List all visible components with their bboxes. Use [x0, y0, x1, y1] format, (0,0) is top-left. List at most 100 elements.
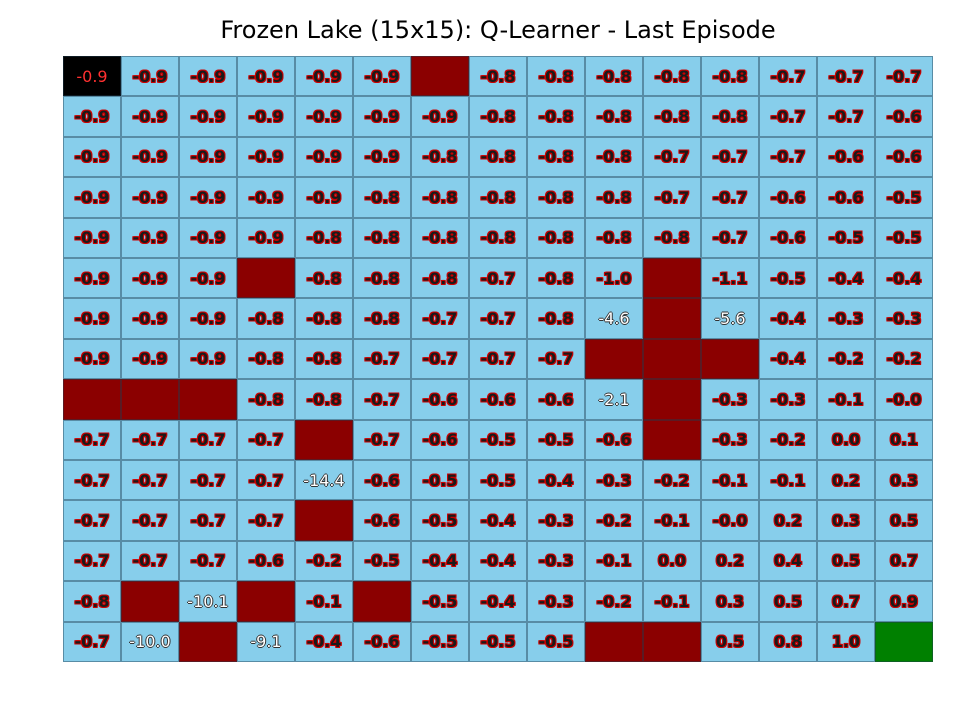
frozen-cell: -0.8 [411, 136, 469, 178]
hole-cell [643, 419, 701, 460]
frozen-cell: -0.8 [295, 298, 353, 339]
frozen-cell: -0.8 [295, 258, 353, 299]
cell-value: -0.9 [132, 309, 168, 329]
cell-value: 0.5 [831, 551, 861, 571]
cell-value: -0.8 [248, 349, 284, 369]
frozen-cell: -0.9 [237, 136, 295, 178]
frozen-cell: -0.9 [179, 338, 237, 380]
frozen-cell: -0.4 [875, 258, 933, 299]
frozen-cell: -0.9 [353, 136, 411, 178]
frozen-cell: -0.2 [585, 500, 643, 541]
cell-value: -0.5 [828, 228, 864, 248]
cell-value: -0.3 [712, 430, 748, 450]
cell-value: -0.9 [132, 268, 168, 288]
cell-value: 0.5 [715, 632, 745, 652]
cell-value: -0.1 [770, 470, 806, 490]
frozen-cell: -0.4 [411, 540, 469, 582]
frozen-cell: -0.7 [63, 500, 121, 541]
cell-value: 0.2 [831, 470, 861, 490]
frozen-cell: -0.8 [643, 96, 701, 137]
cell-value: -0.9 [132, 147, 168, 167]
frozen-cell: -0.7 [237, 500, 295, 541]
frozen-cell: 0.2 [701, 540, 759, 582]
cell-value: -0.8 [538, 187, 574, 207]
frozen-cell: -0.7 [643, 177, 701, 218]
cell-value: -0.8 [654, 107, 690, 127]
cell-value: 0.0 [831, 430, 861, 450]
cell-value: -0.9 [74, 309, 110, 329]
frozen-cell: -14.4 [295, 460, 353, 501]
frozen-cell: -0.0 [701, 500, 759, 541]
frozen-cell: -0.1 [585, 540, 643, 582]
cell-value: -2.1 [598, 389, 630, 409]
cell-value: -0.9 [248, 66, 284, 86]
cell-value: -0.7 [828, 66, 864, 86]
cell-value: -0.7 [190, 430, 226, 450]
frozen-cell: -0.9 [63, 298, 121, 339]
cell-value: -4.6 [598, 309, 630, 329]
frozen-cell: -0.9 [121, 136, 179, 178]
cell-value: -0.8 [596, 66, 632, 86]
frozen-cell: 0.3 [875, 460, 933, 501]
hole-cell [643, 338, 701, 380]
cell-value: -0.8 [74, 591, 110, 611]
frozen-cell: -0.5 [411, 621, 469, 662]
frozen-cell: -0.8 [527, 136, 585, 178]
frozen-cell: -0.5 [817, 217, 875, 258]
frozen-cell: -0.9 [179, 177, 237, 218]
cell-value: -0.4 [770, 309, 806, 329]
cell-value: -0.9 [190, 228, 226, 248]
frozen-cell: -0.9 [353, 96, 411, 137]
frozen-cell: -0.7 [121, 500, 179, 541]
cell-value: -0.7 [74, 632, 110, 652]
cell-value: -0.5 [480, 632, 516, 652]
cell-value: -0.8 [364, 228, 400, 248]
frozen-cell: -0.6 [759, 177, 817, 218]
cell-value: -0.8 [538, 228, 574, 248]
cell-value: -0.4 [422, 551, 458, 571]
cell-value: -0.7 [770, 107, 806, 127]
cell-value: -0.7 [74, 511, 110, 531]
frozen-cell: 0.5 [759, 581, 817, 622]
frozen-cell: -0.6 [585, 419, 643, 460]
frozen-cell: -0.3 [875, 298, 933, 339]
frozen-cell: -0.7 [759, 96, 817, 137]
cell-value: -0.1 [828, 389, 864, 409]
frozen-cell: -0.7 [411, 338, 469, 380]
cell-value: 0.1 [889, 430, 919, 450]
chart-title: Frozen Lake (15x15): Q-Learner - Last Ep… [220, 16, 776, 44]
frozen-cell: 0.9 [875, 581, 933, 622]
hole-cell [353, 581, 411, 622]
cell-value: -0.5 [538, 430, 574, 450]
hole-cell [643, 621, 701, 662]
frozen-cell: 0.0 [817, 419, 875, 460]
cell-value: -0.7 [248, 511, 284, 531]
frozen-cell: -0.7 [179, 540, 237, 582]
cell-value: -0.7 [886, 66, 922, 86]
frozen-cell: -0.7 [469, 298, 527, 339]
cell-value: -0.7 [74, 430, 110, 450]
cell-value: -0.7 [770, 147, 806, 167]
cell-value: -0.8 [422, 147, 458, 167]
frozen-cell: -10.0 [121, 621, 179, 662]
frozen-cell: -0.8 [585, 217, 643, 258]
cell-value: -0.2 [306, 551, 342, 571]
start-cell: -0.9 [63, 56, 121, 97]
frozen-cell: -0.8 [469, 217, 527, 258]
cell-value: -0.6 [422, 430, 458, 450]
frozen-cell: -0.7 [817, 56, 875, 97]
frozen-cell: -0.4 [527, 460, 585, 501]
cell-value: -0.9 [306, 147, 342, 167]
frozen-cell: -0.9 [121, 56, 179, 97]
frozen-cell: -0.9 [121, 217, 179, 258]
frozen-cell: -0.7 [875, 56, 933, 97]
frozen-cell: -0.8 [353, 177, 411, 218]
frozen-cell: -0.8 [295, 338, 353, 380]
frozen-cell: -0.4 [759, 338, 817, 380]
cell-value: -0.9 [74, 349, 110, 369]
cell-value: -0.9 [248, 228, 284, 248]
frozen-cell: 0.3 [701, 581, 759, 622]
frozen-cell: -0.9 [295, 136, 353, 178]
frozen-cell: -10.1 [179, 581, 237, 622]
cell-value: -0.8 [306, 349, 342, 369]
